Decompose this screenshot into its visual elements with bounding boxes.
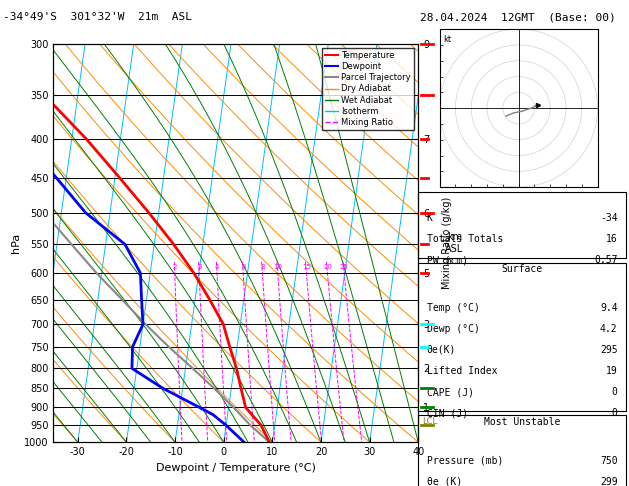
Text: Pressure (mb): Pressure (mb)	[426, 455, 503, 466]
Text: -34°49'S  301°32'W  21m  ASL: -34°49'S 301°32'W 21m ASL	[3, 12, 192, 22]
Text: 299: 299	[600, 477, 618, 486]
Text: PW (cm): PW (cm)	[426, 255, 468, 265]
Text: 750: 750	[600, 455, 618, 466]
Bar	[418, 262, 626, 411]
Text: 15: 15	[302, 264, 311, 270]
X-axis label: Dewpoint / Temperature (°C): Dewpoint / Temperature (°C)	[156, 463, 316, 473]
Text: 4: 4	[215, 264, 220, 270]
Text: 0: 0	[611, 387, 618, 397]
Text: 25: 25	[340, 264, 348, 270]
Text: Lifted Index: Lifted Index	[426, 366, 497, 376]
Text: 6: 6	[241, 264, 245, 270]
Text: 4.2: 4.2	[600, 324, 618, 334]
Text: CIN (J): CIN (J)	[426, 408, 468, 418]
Text: Most Unstable: Most Unstable	[484, 417, 560, 427]
Text: θe (K): θe (K)	[426, 477, 462, 486]
Text: -34: -34	[600, 213, 618, 223]
Y-axis label: km
ASL: km ASL	[445, 232, 464, 254]
Text: K: K	[426, 213, 433, 223]
Text: kt: kt	[443, 35, 451, 45]
Text: 16: 16	[606, 234, 618, 244]
Text: 3: 3	[197, 264, 201, 270]
Text: 9.4: 9.4	[600, 303, 618, 312]
Text: Surface: Surface	[501, 264, 543, 274]
Text: 2: 2	[172, 264, 177, 270]
Bar	[418, 192, 626, 258]
Text: Mixing Ratio (g/kg): Mixing Ratio (g/kg)	[442, 197, 452, 289]
Text: 8: 8	[260, 264, 265, 270]
Legend: Temperature, Dewpoint, Parcel Trajectory, Dry Adiabat, Wet Adiabat, Isotherm, Mi: Temperature, Dewpoint, Parcel Trajectory…	[322, 48, 414, 130]
Text: 20: 20	[323, 264, 332, 270]
Text: LCL: LCL	[423, 417, 438, 426]
Text: 0.57: 0.57	[594, 255, 618, 265]
Text: 0: 0	[611, 408, 618, 418]
Text: θe(K): θe(K)	[426, 345, 456, 355]
Text: Dewp (°C): Dewp (°C)	[426, 324, 479, 334]
Text: CAPE (J): CAPE (J)	[426, 387, 474, 397]
Bar	[418, 416, 626, 486]
Text: 28.04.2024  12GMT  (Base: 00): 28.04.2024 12GMT (Base: 00)	[420, 12, 616, 22]
Text: Totals Totals: Totals Totals	[426, 234, 503, 244]
Text: 295: 295	[600, 345, 618, 355]
Text: Temp (°C): Temp (°C)	[426, 303, 479, 312]
Y-axis label: hPa: hPa	[11, 233, 21, 253]
Text: 19: 19	[606, 366, 618, 376]
Text: 10: 10	[274, 264, 282, 270]
